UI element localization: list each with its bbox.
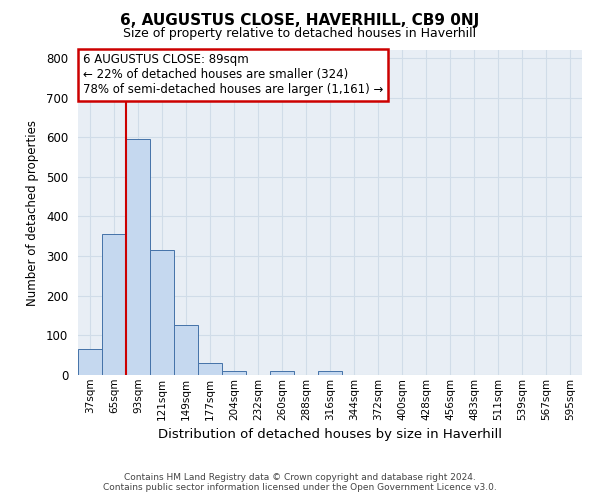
Bar	[318, 371, 342, 375]
Bar	[270, 371, 294, 375]
Bar	[78, 349, 102, 375]
Text: Size of property relative to detached houses in Haverhill: Size of property relative to detached ho…	[124, 28, 476, 40]
Text: 6 AUGUSTUS CLOSE: 89sqm
← 22% of detached houses are smaller (324)
78% of semi-d: 6 AUGUSTUS CLOSE: 89sqm ← 22% of detache…	[83, 53, 383, 96]
Bar	[174, 324, 198, 375]
Y-axis label: Number of detached properties: Number of detached properties	[26, 120, 39, 306]
Bar	[150, 250, 174, 375]
Bar	[222, 371, 246, 375]
Text: Contains HM Land Registry data © Crown copyright and database right 2024.
Contai: Contains HM Land Registry data © Crown c…	[103, 473, 497, 492]
Bar	[102, 234, 126, 375]
Text: 6, AUGUSTUS CLOSE, HAVERHILL, CB9 0NJ: 6, AUGUSTUS CLOSE, HAVERHILL, CB9 0NJ	[121, 12, 479, 28]
Bar	[126, 139, 150, 375]
Bar	[198, 363, 222, 375]
X-axis label: Distribution of detached houses by size in Haverhill: Distribution of detached houses by size …	[158, 428, 502, 441]
